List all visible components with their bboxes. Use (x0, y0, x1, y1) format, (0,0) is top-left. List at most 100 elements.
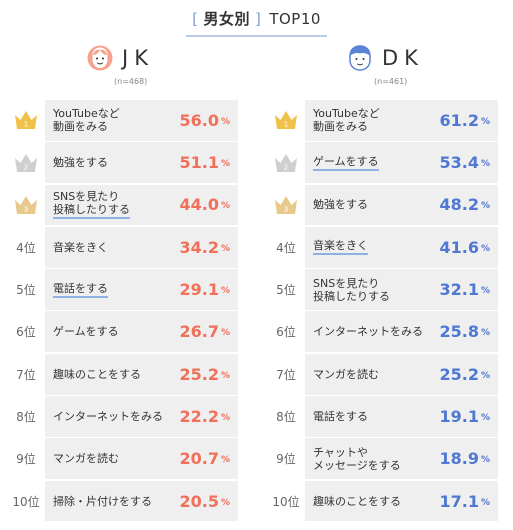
dk-activity-value: 41.6% (439, 227, 490, 268)
jk-activity-cell: 勉強をする 51.1% (45, 142, 238, 184)
dk-value-number: 61.2 (439, 110, 479, 130)
dk-value-unit: % (480, 159, 490, 170)
jk-value-number: 56.0 (179, 110, 219, 130)
jk-activity-value: 44.0% (179, 185, 230, 226)
jk-rank-label: 8位 (16, 409, 36, 424)
jk-value-unit: % (220, 370, 230, 381)
jk-value-number: 20.5 (179, 491, 219, 511)
dk-activity-value: 25.8% (439, 311, 490, 352)
dk-activity-cell: マンガを読む 25.2% (305, 353, 498, 395)
dk-activity-name: SNSを見たり 投稿したりする (313, 276, 390, 303)
jk-value-unit: % (220, 455, 230, 466)
jk-value-unit: % (220, 497, 230, 508)
dk-crown-icon-2: 2 (275, 153, 297, 172)
dk-rank-row: 7位 マンガを読む 25.2% (270, 353, 498, 395)
dk-rank-badge: 2 (270, 142, 302, 183)
dk-value-number: 19.1 (439, 406, 479, 426)
dk-header: DK (n=461) (270, 44, 498, 100)
jk-activity-cell: マンガを読む 20.7% (45, 438, 238, 480)
dk-value-number: 18.9 (439, 449, 479, 469)
jk-rank-badge: 1 (10, 100, 42, 141)
dk-rank-badge: 8位 (270, 396, 302, 437)
dk-rank-badge: 9位 (270, 438, 302, 479)
jk-activity-cell: SNSを見たり 投稿したりする 44.0% (45, 184, 238, 226)
jk-value-number: 25.2 (179, 364, 219, 384)
dk-value-unit: % (480, 243, 490, 254)
jk-crown-icon-2: 2 (15, 153, 37, 172)
jk-rank-label: 7位 (16, 367, 36, 382)
dk-activity-name: 音楽をきく (313, 227, 438, 268)
dk-activity-name: YouTubeなど 動画をみる (313, 107, 380, 134)
dk-panel: DK (n=461) 1 YouTubeなど 動画をみる 61.2% 2 ゲームをする 53… (270, 44, 498, 523)
jk-value-number: 26.7 (179, 322, 219, 342)
dk-value-number: 25.2 (439, 364, 479, 384)
jk-value-unit: % (220, 201, 230, 212)
dk-value-unit: % (480, 455, 490, 466)
jk-rank-badge: 5位 (10, 269, 42, 310)
title-main: 男女別 (203, 10, 250, 28)
dk-rank-label: 9位 (276, 452, 296, 467)
jk-header: JK (n=468) (10, 44, 238, 100)
jk-rank-label: 9位 (16, 452, 36, 467)
jk-rank-badge: 8位 (10, 396, 42, 437)
dk-activity-value: 18.9% (439, 438, 490, 479)
jk-activity-value: 51.1% (179, 142, 230, 183)
jk-activity-value: 56.0% (179, 100, 230, 141)
jk-rank-badge: 9位 (10, 438, 42, 479)
dk-activity-name: インターネットをみる (313, 325, 423, 339)
dk-value-unit: % (480, 497, 490, 508)
dk-value-unit: % (480, 286, 490, 297)
jk-value-number: 20.7 (179, 449, 219, 469)
dk-rank-row: 10位 趣味のことをする 17.1% (270, 480, 498, 522)
dk-rank-row: 9位 チャットや メッセージをする 18.9% (270, 438, 498, 480)
boy-face-icon (349, 45, 371, 71)
jk-activity-cell: 音楽をきく 34.2% (45, 226, 238, 268)
jk-rank-row: 6位 ゲームをする 26.7% (10, 311, 238, 353)
jk-rank-badge: 3 (10, 185, 42, 226)
jk-rank-row: 4位 音楽をきく 34.2% (10, 226, 238, 268)
jk-activity-name: 勉強をする (53, 156, 108, 170)
jk-rank-row: 5位 電話をする 29.1% (10, 269, 238, 310)
jk-rank-badge: 10位 (10, 481, 42, 522)
girl-face-icon (87, 45, 113, 71)
dk-activity-value: 32.1% (439, 269, 490, 310)
jk-activity-value: 29.1% (179, 269, 230, 310)
dk-value-unit: % (480, 370, 490, 381)
title-bracket-left: [ (192, 10, 199, 28)
jk-activity-cell: 趣味のことをする 25.2% (45, 353, 238, 395)
jk-rank-row: 2 勉強をする 51.1% (10, 142, 238, 184)
jk-activity-value: 20.7% (179, 438, 230, 479)
jk-activity-name: 電話をする (53, 269, 178, 310)
dk-crown-icon-1: 1 (275, 111, 297, 130)
jk-sample-size: (n=468) (114, 77, 148, 86)
jk-crown-number-2: 2 (24, 163, 28, 171)
title-area: [男女別] TOP10 (0, 8, 513, 37)
jk-value-unit: % (220, 116, 230, 127)
jk-activity-name: インターネットをみる (53, 409, 163, 423)
dk-rank-row: 6位 インターネットをみる 25.8% (270, 311, 498, 353)
dk-rank-row: 5位 SNSを見たり 投稿したりする 32.1% (270, 269, 498, 310)
dk-activity-cell: YouTubeなど 動画をみる 61.2% (305, 100, 498, 141)
jk-rank-label: 5位 (16, 283, 36, 298)
dk-rank-badge: 6位 (270, 311, 302, 352)
dk-rank-label: 10位 (272, 494, 300, 509)
dk-value-unit: % (480, 328, 490, 339)
dk-value-unit: % (480, 201, 490, 212)
dk-activity-value: 19.1% (439, 396, 490, 437)
jk-rows: 1 YouTubeなど 動画をみる 56.0% 2 勉強をする 51.1% 3 SNSを見たり投… (10, 100, 238, 522)
dk-activity-cell: ゲームをする 53.4% (305, 142, 498, 184)
jk-rank-badge: 7位 (10, 354, 42, 395)
jk-rank-label: 6位 (16, 325, 36, 340)
jk-activity-cell: YouTubeなど 動画をみる 56.0% (45, 100, 238, 141)
jk-activity-cell: インターネットをみる 22.2% (45, 396, 238, 437)
jk-activity-name: YouTubeなど 動画をみる (53, 107, 120, 134)
dk-rank-row: 1 YouTubeなど 動画をみる 61.2% (270, 100, 498, 141)
title-bracket-right: ] (254, 10, 262, 28)
jk-panel: JK (n=468) 1 YouTubeなど 動画をみる 56.0% 2 勉強をする 51.… (10, 44, 238, 523)
dk-activity-cell: 勉強をする 48.2% (305, 184, 498, 226)
jk-crown-icon-3: 3 (15, 195, 37, 214)
jk-rank-row: 3 SNSを見たり 投稿したりする 44.0% (10, 184, 238, 226)
jk-rank-label: 10位 (12, 494, 40, 509)
dk-value-number: 32.1 (439, 280, 479, 300)
jk-rank-row: 8位 インターネットをみる 22.2% (10, 396, 238, 437)
